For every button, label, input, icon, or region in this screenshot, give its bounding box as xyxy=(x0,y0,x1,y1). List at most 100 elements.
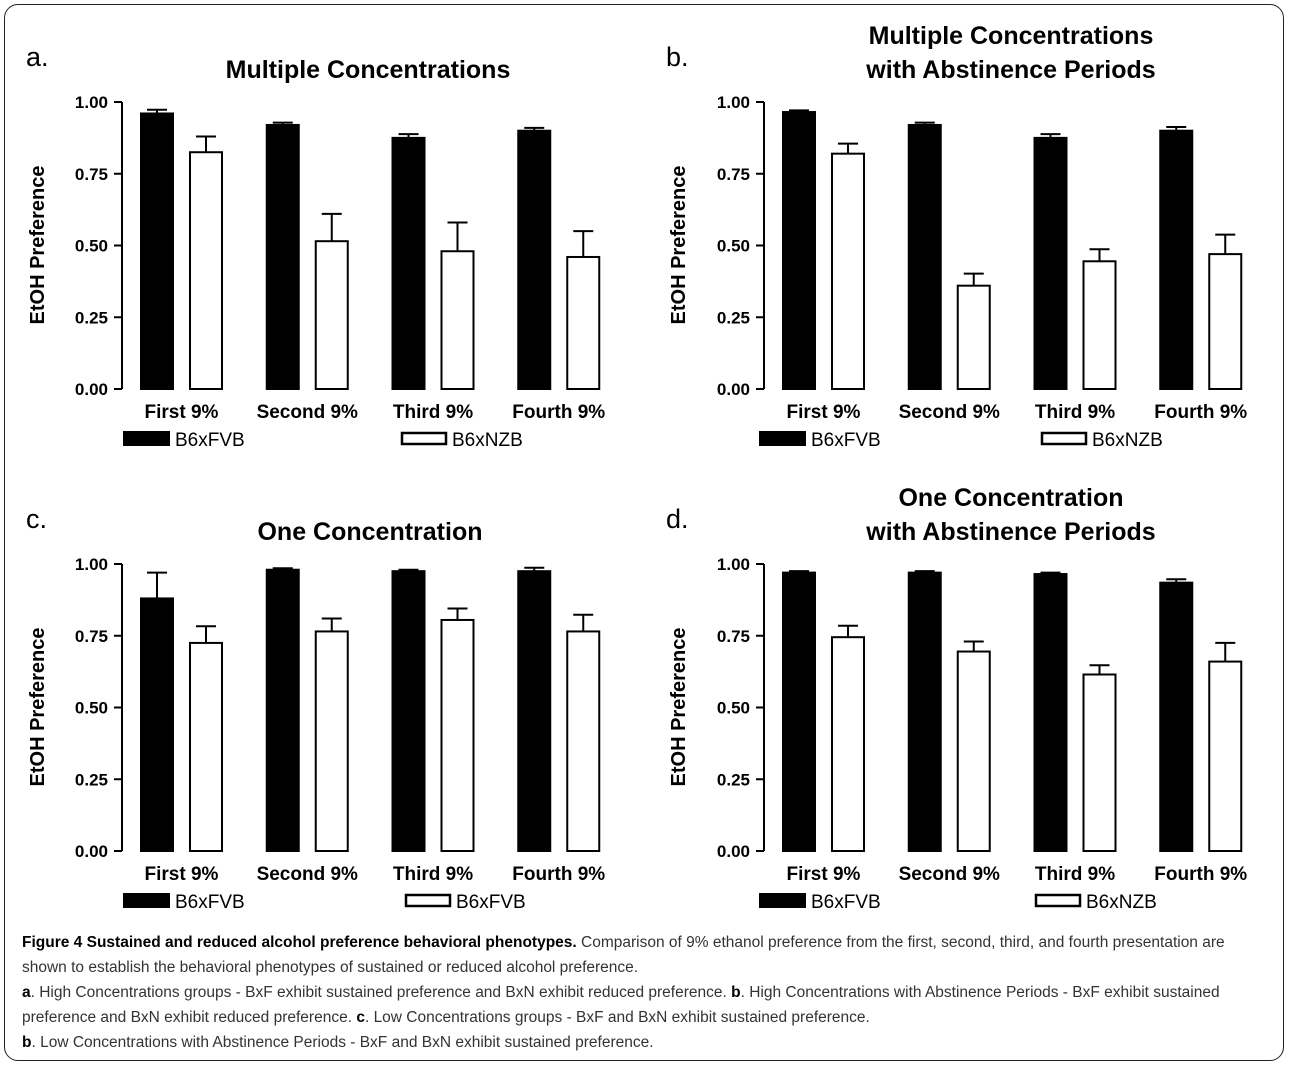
y-axis-label: EtOH Preference xyxy=(668,166,690,325)
y-tick-label: 0.75 xyxy=(75,165,108,184)
chart-title: One Concentration xyxy=(257,518,482,546)
y-tick-label: 0.25 xyxy=(717,308,750,327)
legend-swatch xyxy=(759,431,806,446)
x-tick-label: First 9% xyxy=(787,402,861,423)
caption-part-text: . High Concentrations groups - BxF exhib… xyxy=(30,984,727,1001)
y-tick-label: 0.00 xyxy=(75,380,108,399)
legend-swatch xyxy=(1040,431,1088,446)
y-tick-label: 0.50 xyxy=(75,699,108,718)
bar xyxy=(1159,581,1194,853)
y-axis-label: EtOH Preference xyxy=(27,628,49,787)
bar xyxy=(140,597,174,852)
caption-part-letter: b xyxy=(731,984,741,1001)
x-tick-label: First 9% xyxy=(787,864,861,885)
bar xyxy=(831,152,865,390)
y-axis-label: EtOH Preference xyxy=(668,628,690,787)
bar xyxy=(314,630,349,852)
bar xyxy=(314,240,349,390)
bar xyxy=(1159,129,1194,390)
caption-part-letter: a xyxy=(22,984,31,1001)
legend-swatch xyxy=(404,893,452,908)
bar xyxy=(140,112,174,390)
bar xyxy=(907,123,942,391)
y-tick-label: 1.00 xyxy=(717,93,750,112)
x-tick-label: Second 9% xyxy=(257,864,358,885)
bar xyxy=(440,250,475,390)
bar xyxy=(1208,253,1243,390)
chart-panel-b: b. Multiple Concentrations with Abstinence… xyxy=(666,22,1247,451)
legend-swatch xyxy=(1034,893,1082,908)
x-tick-label: First 9% xyxy=(145,864,219,885)
bar xyxy=(391,570,426,852)
y-tick-label: 0.75 xyxy=(75,627,108,646)
panel-label: c. xyxy=(26,504,47,534)
bar xyxy=(782,111,816,390)
chart-title: Multiple Concentrations xyxy=(869,22,1154,50)
panel-label: d. xyxy=(666,504,689,534)
y-tick-label: 0.00 xyxy=(717,380,750,399)
chart-title: with Abstinence Periods xyxy=(865,518,1155,546)
legend-swatch xyxy=(123,431,170,446)
x-tick-label: Third 9% xyxy=(393,402,473,423)
bar xyxy=(265,123,300,391)
bar xyxy=(517,129,552,390)
legend-label: B6xNZB xyxy=(452,430,523,451)
caption-intro: Comparison of 9% ethanol preference from… xyxy=(22,934,1225,976)
bar xyxy=(1033,573,1068,852)
y-tick-label: 0.25 xyxy=(75,308,108,327)
legend-label: B6xNZB xyxy=(1086,892,1157,913)
bar xyxy=(265,568,300,852)
x-tick-label: Third 9% xyxy=(1035,864,1115,885)
bar xyxy=(440,618,475,853)
x-tick-label: Second 9% xyxy=(899,402,1000,423)
legend-label: B6xFVB xyxy=(811,430,881,451)
caption-part-text: . Low Concentrations groups - BxF and Bx… xyxy=(364,1009,870,1026)
bar xyxy=(1208,660,1243,853)
panel-label: a. xyxy=(26,42,49,72)
bar xyxy=(566,630,601,852)
y-tick-label: 0.50 xyxy=(717,237,750,256)
x-tick-label: Third 9% xyxy=(393,864,473,885)
x-tick-label: Third 9% xyxy=(1035,402,1115,423)
bar xyxy=(1082,673,1117,852)
legend-label: B6xFVB xyxy=(811,892,881,913)
x-tick-label: Fourth 9% xyxy=(1154,402,1247,423)
figure-caption: Figure 4 Sustained and reduced alcohol p… xyxy=(22,930,1272,1055)
bar xyxy=(907,571,942,852)
chart-title: with Abstinence Periods xyxy=(865,56,1155,84)
legend-label: B6xFVB xyxy=(175,892,245,913)
y-tick-label: 0.75 xyxy=(717,165,750,184)
x-tick-label: Fourth 9% xyxy=(1154,864,1247,885)
chart-title: Multiple Concentrations xyxy=(226,56,511,84)
chart-panel-c: c. One Concentration 0.00 0.25 0.50 0.75 1.00 E… xyxy=(26,504,605,913)
y-tick-label: 0.50 xyxy=(717,699,750,718)
x-tick-label: Fourth 9% xyxy=(512,402,605,423)
caption-figure-title: Sustained and reduced alcohol preference… xyxy=(86,934,577,951)
chart-panel-a: a. Multiple Concentrations 0.00 0.25 0.50 0.7… xyxy=(26,42,605,451)
bar xyxy=(1082,260,1117,390)
panel-label: b. xyxy=(666,42,689,72)
y-tick-label: 0.25 xyxy=(75,770,108,789)
figure-frame xyxy=(4,4,1284,1061)
x-tick-label: Second 9% xyxy=(899,864,1000,885)
caption-figure-label: Figure 4 xyxy=(22,934,83,951)
legend-label: B6xNZB xyxy=(1092,430,1163,451)
legend-swatch xyxy=(400,431,448,446)
chart-title: One Concentration xyxy=(898,484,1123,512)
bar xyxy=(189,641,223,852)
y-tick-label: 1.00 xyxy=(717,555,750,574)
y-tick-label: 0.00 xyxy=(717,842,750,861)
y-axis-label: EtOH Preference xyxy=(27,166,49,325)
chart-panel-d: d. One Concentration with Abstinence Perio… xyxy=(666,484,1247,913)
x-tick-label: First 9% xyxy=(145,402,219,423)
bar xyxy=(956,650,991,852)
bar xyxy=(782,571,816,852)
bar xyxy=(391,136,426,390)
bar xyxy=(189,151,223,390)
bar xyxy=(1033,136,1068,390)
x-tick-label: Fourth 9% xyxy=(512,864,605,885)
legend-label: B6xFVB xyxy=(456,892,526,913)
y-tick-label: 1.00 xyxy=(75,555,108,574)
y-tick-label: 1.00 xyxy=(75,93,108,112)
y-tick-label: 0.25 xyxy=(717,770,750,789)
